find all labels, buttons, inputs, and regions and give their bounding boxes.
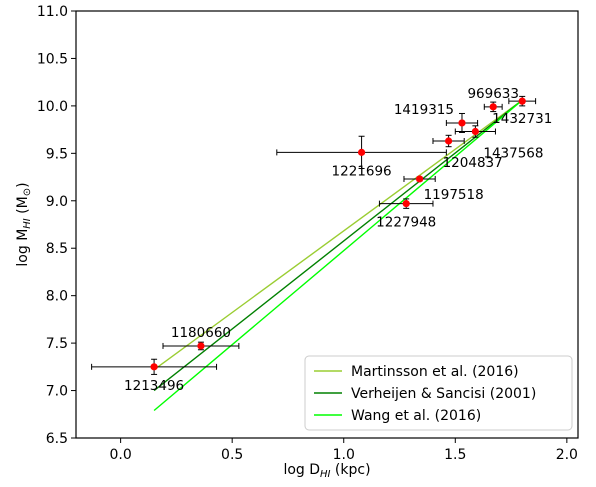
data-point [458, 119, 466, 127]
point-label: 1419315 [394, 102, 454, 118]
point-label: 1221696 [332, 163, 392, 179]
errorbars [91, 95, 537, 375]
data-point [444, 137, 453, 145]
legend: Martinsson et al. (2016) Verheijen & Sanc… [304, 355, 573, 431]
y-tick-label: 6.5 [46, 431, 68, 447]
y-tick-label: 10.0 [37, 99, 68, 115]
data-points [150, 97, 526, 371]
data-point [150, 363, 158, 371]
x-tick-label: 2.0 [556, 447, 578, 463]
point-label: 1437568 [483, 146, 543, 162]
fit-lines [153, 99, 523, 412]
axis-ticks: 0.0 0.5 1.0 1.5 2.0 6.5 7.0 7.5 8.0 8.5 9.0 9.5 10.0… [37, 4, 578, 463]
plot-area [75, 10, 579, 439]
legend-box [304, 355, 573, 431]
point-label: 1180660 [171, 325, 231, 341]
x-axis-label: log DHI (kpc) [283, 462, 370, 480]
y-tick-label: 8.5 [46, 241, 68, 257]
data-point [357, 148, 366, 156]
data-point [489, 103, 497, 111]
y-tick-label: 11.0 [37, 4, 68, 20]
plot-frame [75, 10, 579, 439]
point-label: 969633 [467, 86, 519, 102]
point-label: 1432731 [492, 111, 552, 127]
point-label: 1213496 [124, 378, 184, 394]
axis-labels: log DHI (kpc) log MHI (M⊙) [15, 182, 371, 480]
legend-label: Martinsson et al. (2016) [351, 364, 519, 380]
fit-line [153, 99, 523, 371]
x-tick-label: 1.5 [444, 447, 466, 463]
point-labels: 1213496 1180660 1227948 1197518 1221696 12048… [124, 86, 552, 394]
y-tick-label: 9.5 [46, 146, 68, 162]
y-tick-label: 9.0 [46, 194, 68, 210]
y-tick-label: 7.5 [46, 336, 68, 352]
data-point [197, 342, 205, 350]
data-point [402, 200, 410, 208]
x-tick-label: 0.5 [221, 447, 243, 463]
x-tick-label: 1.0 [333, 447, 355, 463]
legend-label: Verheijen & Sancisi (2001) [351, 386, 536, 402]
y-axis-label: log MHI (M⊙) [15, 182, 33, 266]
y-tick-label: 10.5 [37, 51, 68, 67]
data-point [415, 175, 424, 183]
fit-line [153, 99, 523, 412]
point-label: 1227948 [376, 215, 436, 231]
data-point [518, 97, 526, 105]
x-tick-label: 0.0 [109, 447, 131, 463]
point-label: 1197518 [424, 187, 484, 203]
fit-line [153, 99, 523, 392]
y-tick-label: 7.0 [46, 384, 68, 400]
data-point [471, 127, 479, 136]
legend-label: Wang et al. (2016) [351, 408, 481, 424]
y-tick-label: 8.0 [46, 289, 68, 305]
point-label: 1204837 [443, 155, 503, 171]
